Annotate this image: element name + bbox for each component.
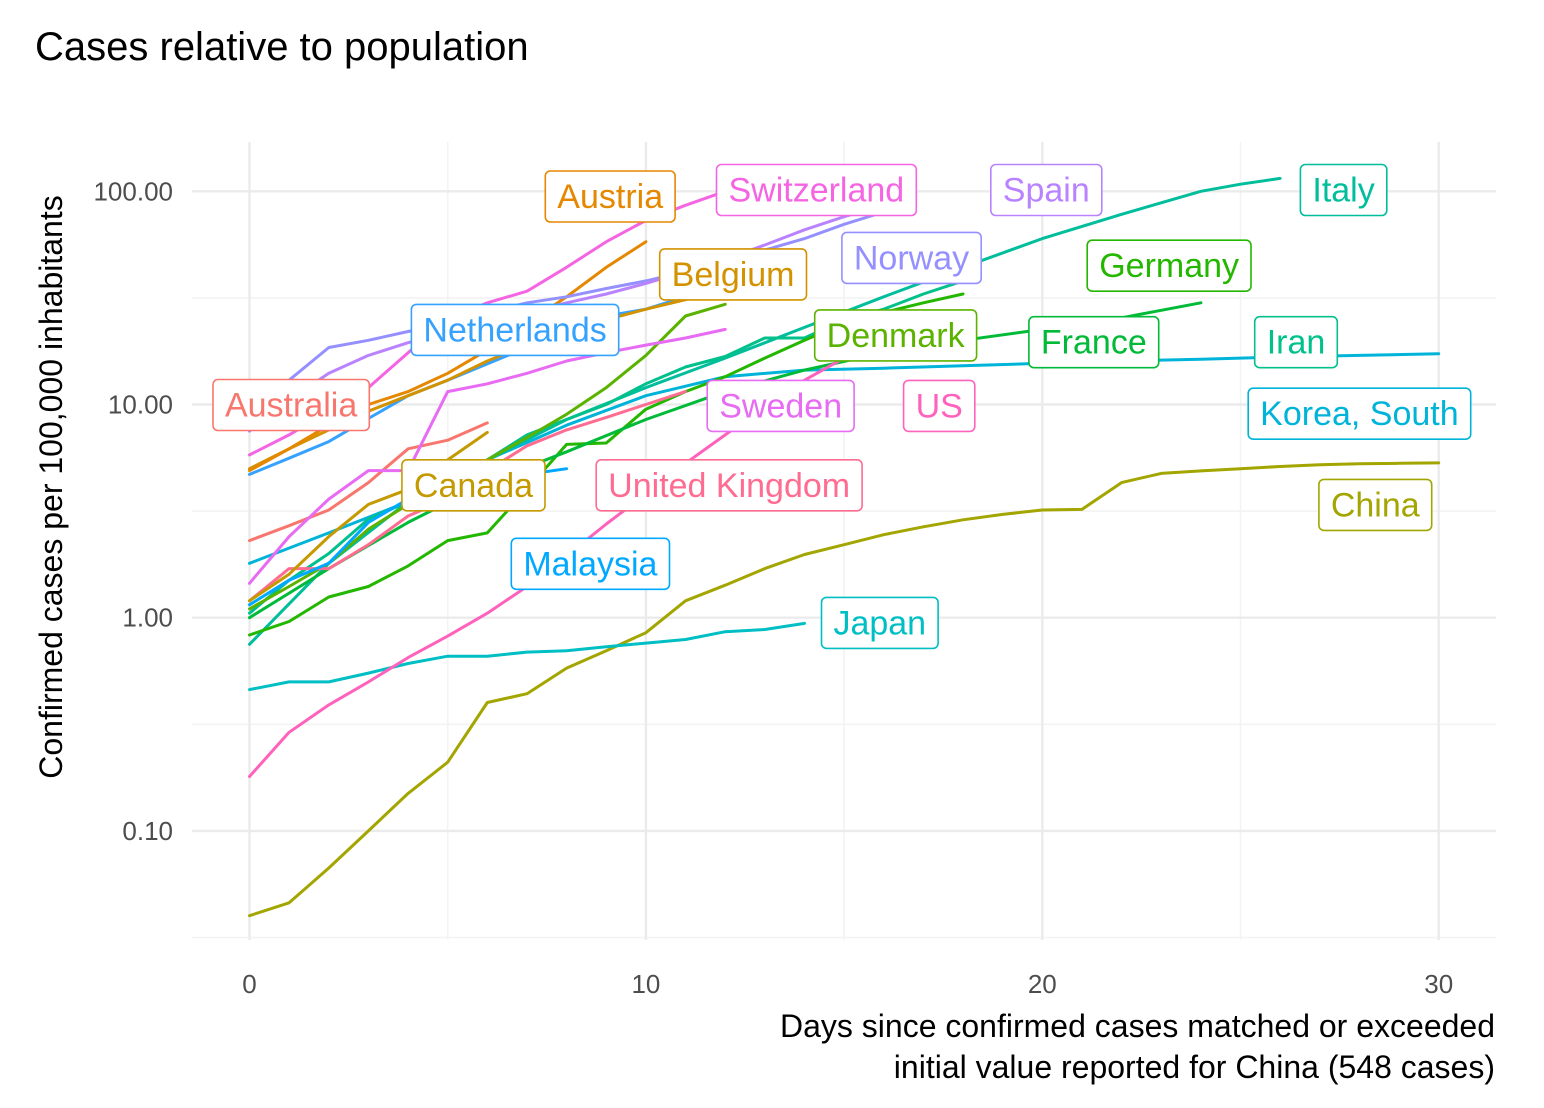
label-box bbox=[1247, 387, 1472, 441]
x-axis-ticks: 0 10 20 30 bbox=[242, 969, 1453, 999]
label-box bbox=[706, 379, 855, 433]
series-line-sweden bbox=[248, 327, 727, 585]
label-text: Denmark bbox=[827, 317, 966, 355]
label-text: Belgium bbox=[672, 256, 795, 294]
label-box bbox=[1086, 239, 1252, 292]
label-box bbox=[989, 163, 1103, 217]
label-switzerland: Switzerland bbox=[715, 163, 918, 217]
label-box bbox=[1253, 315, 1339, 369]
x-axis-title-line-1: Days since confirmed cases matched or ex… bbox=[780, 1008, 1495, 1044]
label-netherlands: Netherlands bbox=[410, 303, 620, 357]
y-tick-label: 10.00 bbox=[108, 390, 173, 420]
label-text: Netherlands bbox=[423, 311, 606, 349]
label-china: China bbox=[1318, 478, 1433, 532]
label-norway: Norway bbox=[841, 231, 983, 285]
label-malaysia: Malaysia bbox=[510, 537, 671, 591]
series-line-spain bbox=[248, 203, 886, 433]
label-text: Germany bbox=[1099, 247, 1239, 285]
x-tick-label: 0 bbox=[242, 969, 256, 999]
y-axis-title: Confirmed cases per 100,000 inhabitants bbox=[33, 195, 69, 778]
label-germany: Germany bbox=[1086, 239, 1252, 292]
series-line-austria bbox=[248, 240, 648, 473]
series-line-australia bbox=[248, 421, 489, 543]
label-text: Canada bbox=[414, 467, 533, 505]
series-labels: Austria Switzerland Spain Italy Norway Belgiu… bbox=[212, 163, 1472, 650]
y-tick-label: 0.10 bbox=[122, 816, 173, 846]
label-text: Sweden bbox=[719, 387, 842, 425]
x-tick-label: 20 bbox=[1028, 969, 1057, 999]
label-spain: Spain bbox=[989, 163, 1103, 217]
label-box bbox=[212, 378, 371, 432]
chart-title: Cases relative to population bbox=[35, 25, 529, 69]
series-line-china bbox=[248, 461, 1441, 918]
label-italy: Italy bbox=[1299, 163, 1388, 217]
label-text: Spain bbox=[1003, 171, 1090, 209]
label-austria: Austria bbox=[544, 170, 676, 223]
label-text: Japan bbox=[833, 604, 926, 642]
label-box bbox=[1028, 315, 1160, 369]
x-axis-title-line-2: initial value reported for China (548 ca… bbox=[894, 1049, 1495, 1085]
label-box bbox=[544, 170, 676, 223]
label-france: France bbox=[1028, 315, 1160, 369]
label-denmark: Denmark bbox=[813, 309, 978, 362]
label-box bbox=[820, 596, 939, 650]
y-tick-label: 100.00 bbox=[93, 176, 173, 206]
label-text: Korea, South bbox=[1260, 395, 1458, 433]
label-korea-south: Korea, South bbox=[1247, 387, 1472, 441]
label-iran: Iran bbox=[1253, 315, 1339, 369]
y-axis-ticks: 0.10 1.00 10.00 100.00 bbox=[93, 176, 173, 846]
series-line-norway bbox=[248, 210, 886, 433]
label-text: Malaysia bbox=[523, 545, 657, 583]
label-box bbox=[1318, 478, 1433, 532]
label-text: France bbox=[1041, 324, 1147, 362]
label-box bbox=[658, 248, 808, 301]
label-box bbox=[715, 163, 918, 217]
label-belgium: Belgium bbox=[658, 248, 808, 301]
label-sweden: Sweden bbox=[706, 379, 855, 433]
label-box bbox=[902, 379, 976, 433]
label-us: US bbox=[902, 379, 976, 433]
label-text: United Kingdom bbox=[608, 467, 850, 505]
label-box bbox=[1299, 163, 1388, 217]
label-text: Switzerland bbox=[728, 171, 904, 209]
y-tick-label: 1.00 bbox=[122, 603, 173, 633]
label-box bbox=[595, 458, 863, 512]
label-box bbox=[510, 537, 671, 591]
label-text: Iran bbox=[1267, 324, 1326, 362]
x-tick-label: 30 bbox=[1424, 969, 1453, 999]
label-australia: Australia bbox=[212, 378, 371, 432]
label-text: Italy bbox=[1312, 171, 1374, 209]
label-box bbox=[813, 309, 978, 362]
label-united-kingdom: United Kingdom bbox=[595, 458, 863, 512]
x-tick-label: 10 bbox=[631, 969, 660, 999]
series-line-japan bbox=[248, 621, 806, 692]
label-text: China bbox=[1331, 486, 1420, 524]
label-text: Australia bbox=[225, 387, 357, 425]
label-box bbox=[410, 303, 620, 357]
label-text: Norway bbox=[854, 239, 969, 277]
label-text: Austria bbox=[557, 178, 663, 216]
label-text: US bbox=[916, 387, 963, 425]
label-japan: Japan bbox=[820, 596, 939, 650]
label-canada: Canada bbox=[401, 458, 546, 512]
label-box bbox=[841, 231, 983, 285]
label-box bbox=[401, 458, 546, 512]
